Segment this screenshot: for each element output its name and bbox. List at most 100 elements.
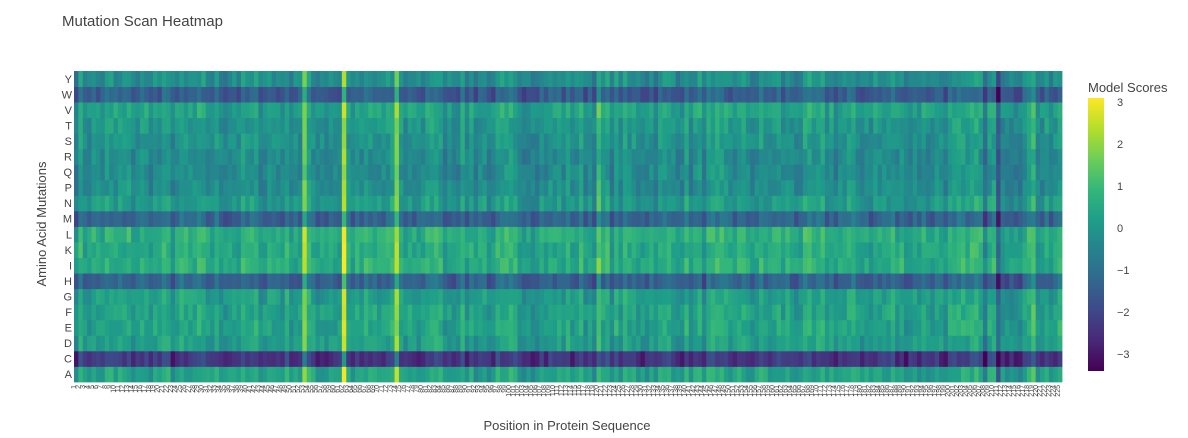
heatmap-cell bbox=[600, 242, 606, 258]
heatmap-cell bbox=[627, 71, 633, 87]
heatmap-cell bbox=[434, 164, 439, 181]
heatmap-cell bbox=[605, 71, 611, 87]
heatmap-cell bbox=[302, 117, 308, 134]
heatmap-cell bbox=[95, 366, 101, 383]
heatmap-cell bbox=[407, 335, 413, 352]
heatmap-cell bbox=[381, 148, 387, 165]
heatmap-cell bbox=[921, 71, 927, 87]
heatmap-cell bbox=[745, 288, 751, 305]
heatmap-cell bbox=[987, 304, 993, 321]
heatmap-cell bbox=[258, 288, 264, 305]
heatmap-cell bbox=[504, 335, 510, 352]
heatmap-cell bbox=[267, 210, 272, 227]
heatmap-cell bbox=[833, 195, 839, 212]
heatmap-cell bbox=[355, 179, 360, 196]
heatmap-cell bbox=[618, 179, 624, 196]
heatmap-cell bbox=[903, 210, 909, 227]
heatmap-cell bbox=[636, 273, 641, 290]
heatmap-cell bbox=[258, 164, 264, 181]
heatmap-cell bbox=[289, 257, 294, 274]
heatmap-cell bbox=[477, 179, 483, 196]
heatmap-cell bbox=[535, 164, 540, 181]
heatmap-cell bbox=[578, 210, 584, 227]
heatmap-cell bbox=[772, 257, 777, 274]
heatmap-cell bbox=[166, 242, 171, 258]
heatmap-cell bbox=[785, 164, 791, 181]
heatmap-cell bbox=[701, 195, 707, 212]
heatmap-cell bbox=[456, 319, 461, 336]
heatmap-cell bbox=[675, 117, 681, 134]
heatmap-cell bbox=[754, 319, 760, 336]
heatmap-cell bbox=[644, 350, 650, 367]
heatmap-cell bbox=[218, 117, 224, 134]
heatmap-cell bbox=[772, 164, 777, 181]
heatmap-cell bbox=[376, 273, 382, 290]
heatmap-cell bbox=[280, 102, 286, 119]
heatmap-cell bbox=[131, 350, 136, 367]
heatmap-cell bbox=[895, 319, 900, 336]
heatmap-cell bbox=[969, 335, 975, 352]
heatmap-cell bbox=[535, 288, 540, 305]
heatmap-cell bbox=[596, 304, 602, 321]
heatmap-cell bbox=[412, 179, 417, 196]
heatmap-cell bbox=[644, 335, 650, 352]
heatmap-cell bbox=[100, 195, 106, 212]
heatmap-cell bbox=[192, 164, 198, 181]
heatmap-cell bbox=[912, 350, 918, 367]
heatmap-cell bbox=[249, 350, 255, 367]
heatmap-cell bbox=[1040, 179, 1045, 196]
heatmap-cell bbox=[811, 179, 817, 196]
heatmap-cell bbox=[688, 179, 694, 196]
heatmap-cell bbox=[473, 257, 479, 274]
heatmap-cell bbox=[772, 148, 777, 165]
heatmap-cell bbox=[122, 117, 128, 134]
heatmap-cell bbox=[236, 133, 242, 150]
x-tick-label: 120 bbox=[594, 385, 601, 397]
heatmap-cell bbox=[420, 148, 426, 165]
heatmap-cell bbox=[649, 195, 655, 212]
x-tick-label: 212 bbox=[998, 385, 1005, 397]
heatmap-cell bbox=[965, 335, 971, 352]
heatmap-cell bbox=[196, 148, 202, 165]
heatmap-cell bbox=[1004, 179, 1010, 196]
heatmap-cell bbox=[1040, 133, 1045, 150]
heatmap-cell bbox=[302, 304, 308, 321]
heatmap-cell bbox=[658, 179, 663, 196]
heatmap-cell bbox=[258, 257, 264, 274]
heatmap-cell bbox=[666, 350, 672, 367]
heatmap-cell bbox=[214, 164, 220, 181]
heatmap-cell bbox=[368, 164, 373, 181]
heatmap-cell bbox=[974, 148, 979, 165]
heatmap-cell bbox=[816, 335, 821, 352]
x-tick-label: 213 bbox=[1002, 385, 1009, 397]
heatmap-cell bbox=[622, 335, 628, 352]
heatmap-cell bbox=[289, 350, 294, 367]
heatmap-cell bbox=[218, 319, 224, 336]
heatmap-cell bbox=[328, 71, 334, 87]
heatmap-cell bbox=[609, 242, 615, 258]
heatmap-cell bbox=[447, 242, 453, 258]
heatmap-cell bbox=[543, 86, 549, 103]
heatmap-cell bbox=[1026, 257, 1032, 274]
heatmap-cell bbox=[833, 102, 839, 119]
heatmap-cell bbox=[679, 319, 685, 336]
heatmap-cell bbox=[794, 226, 799, 243]
heatmap-cell bbox=[723, 350, 729, 367]
heatmap-cell bbox=[1000, 335, 1006, 352]
heatmap-cell bbox=[258, 226, 264, 243]
heatmap-cell bbox=[622, 366, 628, 383]
heatmap-cell bbox=[912, 195, 918, 212]
heatmap-cell bbox=[192, 102, 198, 119]
heatmap-cell bbox=[420, 273, 426, 290]
heatmap-cell bbox=[74, 273, 79, 290]
heatmap-cell bbox=[482, 117, 488, 134]
heatmap-cell bbox=[838, 350, 843, 367]
heatmap-cell bbox=[574, 179, 580, 196]
heatmap-cell bbox=[275, 288, 281, 305]
heatmap-cell bbox=[122, 273, 128, 290]
heatmap-cell bbox=[495, 273, 501, 290]
heatmap-cell bbox=[978, 273, 984, 290]
heatmap-cell bbox=[600, 86, 606, 103]
heatmap-cell bbox=[477, 148, 483, 165]
heatmap-cell bbox=[240, 86, 246, 103]
